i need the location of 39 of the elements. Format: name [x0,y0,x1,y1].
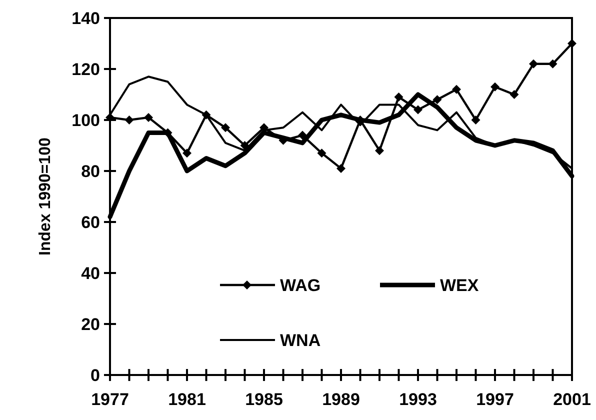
x-tick-label: 1977 [91,390,129,409]
y-tick-label: 80 [81,162,100,181]
point [336,164,346,173]
point [298,130,307,140]
x-tick-label: 1989 [322,390,360,409]
point [221,123,230,132]
point [414,105,422,114]
y-tick-label: 140 [72,8,100,28]
point [144,112,153,122]
x-tick-label: 1997 [476,390,514,409]
point [471,116,480,124]
point [548,59,558,68]
legend-label: WEX [440,276,480,295]
point [529,59,538,68]
y-tick-label: 120 [72,60,100,79]
point [490,82,500,92]
point [568,39,576,48]
point [124,116,134,124]
point [394,92,404,102]
point [432,95,442,104]
x-tick-label: 2001 [553,390,591,409]
x-tick-label: 1993 [399,390,437,409]
legend-label: WNA [280,330,321,350]
x-tick-label: 1985 [245,390,283,409]
point [452,84,461,94]
x-tick-label: 1981 [168,390,206,409]
y-tick-label: 100 [72,110,100,130]
y-axis-title: Index 1990=100 [37,137,54,256]
point [317,148,326,158]
y-tick-label: 20 [81,314,100,334]
legend-label: WAG [280,276,321,295]
point [240,141,250,150]
point [182,148,192,158]
point [202,110,211,120]
y-tick-label: 0 [90,366,100,385]
y-tick-label: 60 [81,212,100,232]
y-tick-label: 40 [81,264,100,283]
point [510,90,519,99]
point [375,146,384,156]
